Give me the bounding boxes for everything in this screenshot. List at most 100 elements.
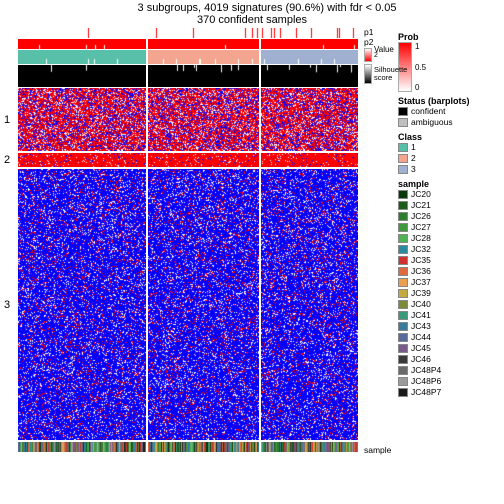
legend-swatch — [398, 256, 408, 265]
legend-item: JC48P4 — [398, 365, 504, 376]
legend-label: JC43 — [411, 321, 431, 332]
legend-title: Prob — [398, 32, 504, 42]
legend-swatch — [398, 377, 408, 386]
legend-swatch — [398, 300, 408, 309]
side-label-sample: sample — [364, 446, 392, 455]
side-value-scale: Value 2 — [364, 48, 392, 64]
legend-label: JC26 — [411, 211, 431, 222]
legend-swatch — [398, 190, 408, 199]
legend-swatch — [398, 143, 408, 152]
heatmap-row-3: 3 — [18, 169, 364, 440]
heatmap-body: 123 — [18, 88, 364, 442]
annotation-block — [18, 28, 146, 38]
heatmap-block — [148, 169, 259, 440]
legend-item: JC44 — [398, 332, 504, 343]
plot-area: 123 — [18, 28, 364, 455]
heatmap-block — [148, 153, 259, 167]
legend-swatch — [398, 322, 408, 331]
heatmap-block — [261, 88, 358, 151]
row-label: 1 — [4, 114, 10, 126]
annotation-block — [18, 65, 146, 87]
legend-swatch — [398, 311, 408, 320]
bottom-annotation-sample — [18, 442, 364, 452]
legend-item: 3 — [398, 164, 504, 175]
legend-label: JC35 — [411, 255, 431, 266]
legend-label: JC27 — [411, 222, 431, 233]
legend-label: confident — [411, 106, 446, 117]
heatmap-block — [18, 153, 146, 167]
legend-label: JC20 — [411, 189, 431, 200]
legend-label: JC40 — [411, 299, 431, 310]
legend-item: 2 — [398, 153, 504, 164]
annotation-block — [261, 39, 358, 49]
legend-label: 2 — [411, 153, 416, 164]
legend-area: Prob10.50 Status (barplots)confidentambig… — [392, 28, 504, 455]
legend-label: JC39 — [411, 288, 431, 299]
annotation-block — [261, 28, 358, 38]
legend-item: JC26 — [398, 211, 504, 222]
heatmap-block — [261, 153, 358, 167]
legend-item: JC28 — [398, 233, 504, 244]
legend-label: 3 — [411, 164, 416, 175]
annotation-block — [148, 28, 259, 38]
top-annotations — [18, 28, 364, 88]
legend-item: ambiguous — [398, 117, 504, 128]
legend-item: JC20 — [398, 189, 504, 200]
sample-block — [261, 442, 358, 452]
heatmap-row-2: 2 — [18, 153, 364, 167]
annotation-block — [261, 65, 358, 87]
annotation-block — [148, 50, 259, 64]
legend-title-status-barplots-: Status (barplots) — [398, 96, 504, 106]
legend-swatch — [398, 366, 408, 375]
legend-item: JC21 — [398, 200, 504, 211]
legend-label: JC48P6 — [411, 376, 441, 387]
legend-swatch — [398, 344, 408, 353]
legend-item: 1 — [398, 142, 504, 153]
annotation-block — [148, 65, 259, 87]
legend-swatch — [398, 388, 408, 397]
plot-title: 3 subgroups, 4019 signatures (90.6%) wit… — [0, 0, 504, 14]
legend-prob: 10.50 — [398, 42, 504, 92]
legend-label: JC44 — [411, 332, 431, 343]
legend-swatch — [398, 278, 408, 287]
heatmap-block — [18, 169, 146, 440]
legend-item: JC39 — [398, 288, 504, 299]
gradient-ticks: 10.50 — [415, 42, 426, 92]
legend-item: JC48P6 — [398, 376, 504, 387]
legend-swatch — [398, 107, 408, 116]
annotation-p2 — [18, 39, 364, 49]
annotation-p1 — [18, 28, 364, 38]
legend-label: JC28 — [411, 233, 431, 244]
legend-swatch — [398, 223, 408, 232]
row-label: 2 — [4, 154, 10, 166]
legend-swatch — [398, 118, 408, 127]
legend-label: JC32 — [411, 244, 431, 255]
legend-swatch — [398, 201, 408, 210]
legend-item: JC46 — [398, 354, 504, 365]
row-label: 3 — [4, 299, 10, 311]
legend-item: JC43 — [398, 321, 504, 332]
annotation-block — [148, 39, 259, 49]
heatmap-block — [261, 169, 358, 440]
annotation-silhouette — [18, 65, 364, 87]
annotation-block — [261, 50, 358, 64]
legend-label: JC41 — [411, 310, 431, 321]
legend-label: JC46 — [411, 354, 431, 365]
sample-block — [18, 442, 146, 452]
legend-item: JC32 — [398, 244, 504, 255]
legend-item: JC45 — [398, 343, 504, 354]
legend-item: JC48P7 — [398, 387, 504, 398]
legend-swatch — [398, 234, 408, 243]
legend-swatch — [398, 267, 408, 276]
heatmap-block — [18, 88, 146, 151]
legend-item: confident — [398, 106, 504, 117]
legend-label: JC37 — [411, 277, 431, 288]
legend-swatch — [398, 165, 408, 174]
legend-swatch — [398, 355, 408, 364]
legend-label: JC45 — [411, 343, 431, 354]
legend-item: JC41 — [398, 310, 504, 321]
heatmap-block — [148, 88, 259, 151]
legend-label: JC36 — [411, 266, 431, 277]
legend-item: JC36 — [398, 266, 504, 277]
legend-label: ambiguous — [411, 117, 453, 128]
